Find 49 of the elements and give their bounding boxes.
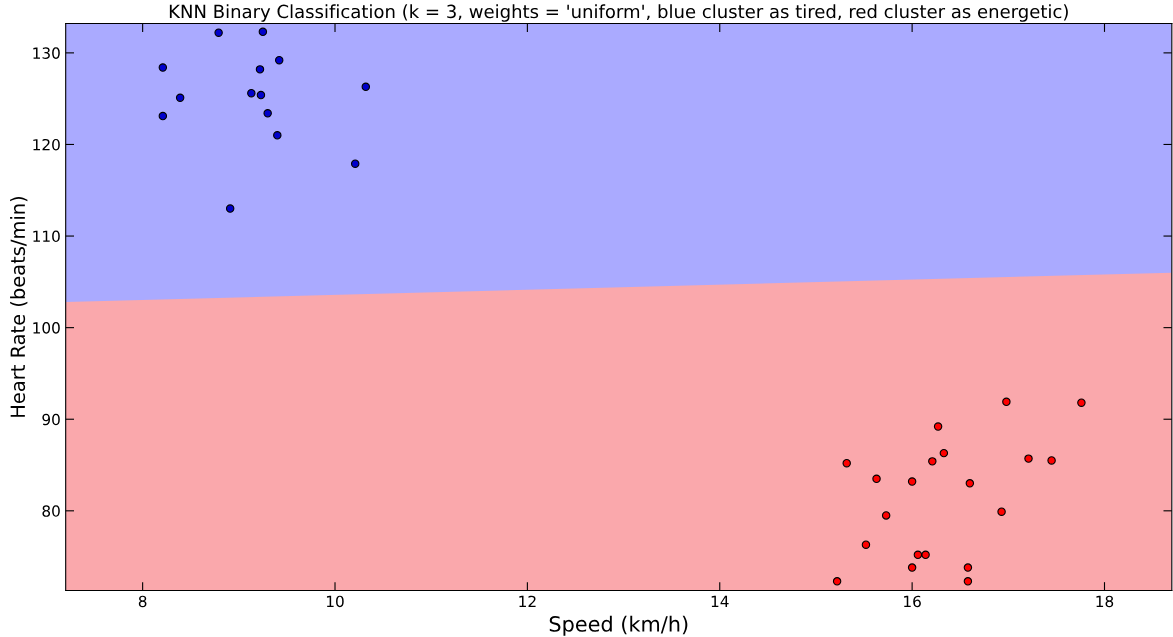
y-tick-label: 80 — [42, 505, 60, 517]
point — [881, 511, 891, 520]
point — [247, 88, 256, 98]
point — [997, 507, 1006, 516]
point — [921, 550, 930, 560]
x-tick-label: 18 — [1096, 595, 1114, 608]
point — [175, 93, 185, 102]
y-tick-label: 100 — [33, 322, 60, 334]
point — [939, 448, 949, 458]
x-tick-label: 8 — [138, 595, 147, 608]
point — [1047, 456, 1056, 465]
y-axis-title: Heart Rate (beats/min) — [10, 196, 28, 417]
point — [273, 131, 282, 140]
point — [225, 204, 235, 213]
y-tick-label: 110 — [33, 230, 60, 243]
point — [350, 159, 360, 168]
y-tick-label: 90 — [42, 413, 60, 426]
point — [158, 63, 168, 72]
point — [1002, 397, 1011, 407]
x-tick-label: 10 — [326, 595, 344, 608]
chart-title: KNN Binary Classification (k = 3, weights = 'uniform', blue cluster as tired, red cluster as energetic) — [169, 4, 1068, 22]
point — [256, 90, 266, 100]
point — [907, 563, 917, 572]
x-tick-label: 16 — [904, 595, 921, 608]
point — [361, 82, 371, 91]
x-tick-label: 14 — [711, 595, 729, 607]
x-tick-label: 12 — [519, 595, 536, 607]
x-axis-title: Speed (km/h) — [549, 615, 688, 636]
point — [913, 550, 923, 560]
point — [842, 458, 851, 468]
point — [255, 65, 265, 74]
point — [963, 577, 973, 586]
point — [274, 55, 284, 65]
y-tick-label: 130 — [33, 47, 60, 59]
point — [1024, 454, 1033, 463]
point — [933, 422, 943, 431]
point — [928, 457, 937, 466]
point — [263, 109, 272, 118]
point — [214, 28, 223, 37]
y-tick-label: 120 — [33, 138, 60, 151]
point — [1077, 398, 1086, 407]
point — [832, 577, 842, 586]
point — [258, 27, 268, 37]
point — [872, 474, 881, 483]
point — [861, 540, 871, 549]
point — [965, 479, 975, 488]
point — [907, 477, 917, 486]
point — [963, 563, 973, 572]
point — [158, 111, 168, 121]
